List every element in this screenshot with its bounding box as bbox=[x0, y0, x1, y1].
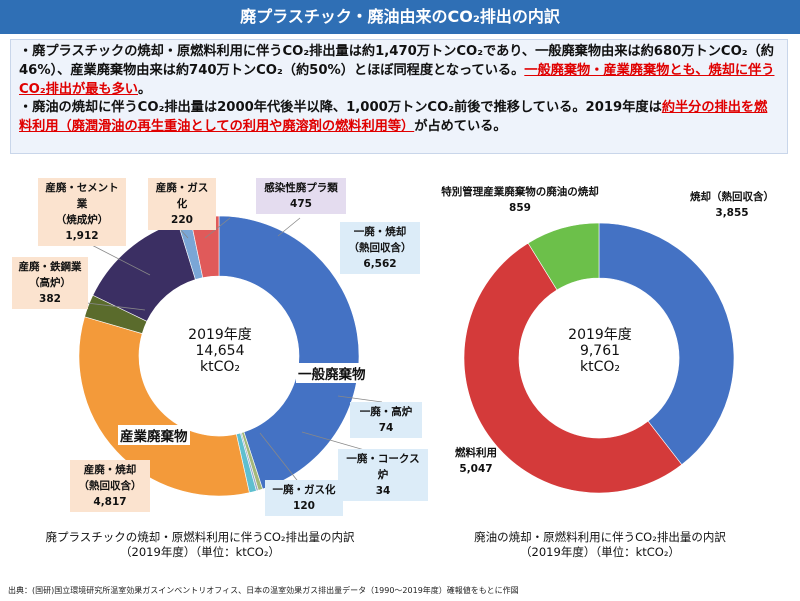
leader-line-5 bbox=[277, 217, 301, 237]
donut1-caption: 廃プラスチックの焼却・原燃料利用に伴うCO₂排出量の内訳 （2019年度）（単位… bbox=[45, 530, 355, 559]
slice-label-ippai-cokes: 一廃・コークス炉 34 bbox=[338, 449, 428, 501]
slice-label-oil-nenryo: 燃料利用 5,047 bbox=[436, 443, 516, 479]
slice-label-text: 感染性廃プラ類 bbox=[264, 182, 338, 194]
slice-label-text: 産廃・ガス化 bbox=[155, 182, 209, 210]
oil-donut bbox=[463, 222, 735, 494]
highlight-oil: 約半分の排出を燃料利用（廃潤滑油の再生重油としての利用や廃溶剤の燃料利用等） bbox=[19, 100, 768, 135]
slice-label-oil-tokubetsu: 特別管理産業廃棄物の廃油の焼却 859 bbox=[425, 182, 615, 218]
slice-label-text: 燃料利用 bbox=[455, 447, 497, 459]
slice-label-text: 一廃・ガス化 bbox=[272, 484, 336, 496]
slice-value: 382 bbox=[39, 293, 61, 305]
donut2-center-text: 2019年度 9,761 ktCO₂ bbox=[568, 327, 632, 375]
slice-label-text: （熱回収含） bbox=[348, 242, 412, 254]
plastic-donut bbox=[78, 215, 360, 497]
slice-value: 120 bbox=[293, 500, 315, 512]
oil-slice-2 bbox=[527, 222, 600, 291]
page-title: 廃プラスチック・廃油由来のCO₂排出の内訳 bbox=[0, 0, 800, 34]
slice-label-text: 産廃・鉄鋼業 bbox=[18, 261, 82, 273]
leader-line-4 bbox=[204, 217, 231, 239]
slice-label-ippai-kouro: 一廃・高炉 74 bbox=[350, 402, 422, 438]
slice-label-text: 一廃・コークス炉 bbox=[346, 453, 420, 481]
oil-slice-1 bbox=[463, 242, 683, 494]
slice-label-text: 産廃・焼却 bbox=[83, 464, 137, 476]
slice-value: 5,047 bbox=[459, 463, 493, 475]
slice-value: 3,855 bbox=[715, 207, 749, 219]
slice-label-kansensei: 感染性廃プラ類 475 bbox=[256, 178, 346, 214]
slice-label-oil-shoukyaku: 焼却（熱回収含） 3,855 bbox=[672, 187, 792, 223]
slice-value: 1,912 bbox=[65, 230, 99, 242]
plastic-slice-0 bbox=[218, 215, 360, 490]
highlight-plastic: 一般廃棄物・産業廃棄物とも、焼却に伴うCO₂排出が最も多い bbox=[19, 62, 775, 97]
slice-label-sanpai-shoukyaku: 産廃・焼却 （熱回収含） 4,817 bbox=[70, 460, 150, 512]
slice-value: 74 bbox=[378, 422, 394, 434]
slice-value: 220 bbox=[171, 214, 193, 226]
slice-label-ippai-gas: 一廃・ガス化 120 bbox=[265, 480, 343, 516]
slice-label-text: （熱回収含） bbox=[78, 480, 142, 492]
bullet-oil: ・廃油の焼却に伴うCO₂排出量は2000年代後半以降、1,000万トンCO₂前後… bbox=[19, 100, 768, 135]
slice-label-text: 一廃・高炉 bbox=[359, 406, 413, 418]
slice-label-sanpai-tekko: 産廃・鉄鋼業 （高炉） 382 bbox=[12, 257, 88, 309]
source-note: 出典：(国研)国立環境研究所温室効果ガスインベントリオフィス、日本の温室効果ガス… bbox=[8, 586, 519, 595]
slice-label-sanpai-gas: 産廃・ガス化 220 bbox=[148, 178, 216, 230]
slice-label-ippai-shoukyaku: 一廃・焼却 （熱回収含） 6,562 bbox=[340, 222, 420, 274]
oil-slice-0 bbox=[598, 222, 735, 466]
slice-value: 34 bbox=[375, 485, 391, 497]
slice-label-text: （焼成炉） bbox=[55, 214, 109, 226]
slice-label-text: 産廃・セメント業 bbox=[45, 182, 119, 210]
slice-label-text: 焼却（熱回収含） bbox=[690, 191, 774, 203]
group-label-ippan: 一般廃棄物 bbox=[296, 363, 368, 383]
leader-line-0 bbox=[337, 395, 383, 403]
slice-label-text: 一廃・焼却 bbox=[353, 226, 407, 238]
group-label-sangyo: 産業廃棄物 bbox=[118, 425, 190, 445]
bullet-plastic: ・廃プラスチックの焼却・原燃料利用に伴うCO₂排出量は約1,470万トンCO₂で… bbox=[19, 44, 775, 97]
slice-label-text: （高炉） bbox=[29, 277, 71, 289]
leader-line-2 bbox=[259, 432, 301, 485]
slice-value: 859 bbox=[509, 202, 531, 214]
slice-value: 4,817 bbox=[93, 496, 127, 508]
slice-value: 475 bbox=[290, 198, 312, 210]
slice-label-text: 特別管理産業廃棄物の廃油の焼却 bbox=[441, 186, 599, 198]
donut2-caption: 廃油の焼却・原燃料利用に伴うCO₂排出量の内訳 （2019年度）（単位：ktCO… bbox=[474, 530, 726, 559]
slice-value: 6,562 bbox=[363, 258, 397, 270]
intro-box: ・廃プラスチックの焼却・原燃料利用に伴うCO₂排出量は約1,470万トンCO₂で… bbox=[10, 39, 788, 154]
slice-label-sanpai-cement: 産廃・セメント業 （焼成炉） 1,912 bbox=[38, 178, 126, 246]
donut1-center-text: 2019年度 14,654 ktCO₂ bbox=[188, 327, 252, 375]
